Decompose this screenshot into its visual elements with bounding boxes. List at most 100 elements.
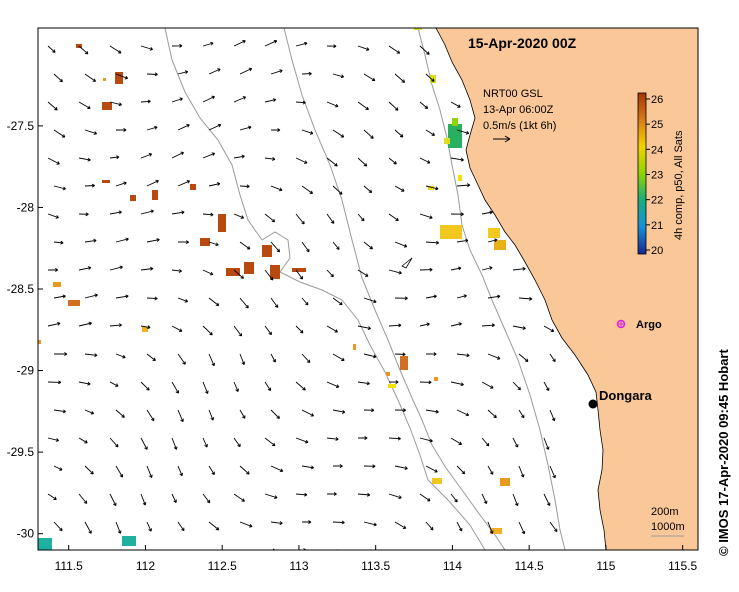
current-arrow [326, 381, 340, 388]
current-arrow [109, 437, 119, 448]
current-arrow [47, 213, 59, 219]
x-tick-label: 114.5 [515, 559, 544, 573]
current-arrow [109, 45, 122, 54]
current-arrow [394, 465, 408, 471]
current-arrow [270, 465, 284, 473]
current-arrow [363, 73, 376, 82]
current-arrow [177, 70, 189, 75]
current-arrow [295, 325, 304, 334]
current-arrow [115, 409, 125, 418]
current-arrow [326, 44, 337, 49]
current-arrow [363, 185, 373, 194]
current-arrow [482, 549, 483, 550]
current-arrow [332, 73, 345, 79]
current-arrow [450, 212, 464, 217]
current-arrow [47, 380, 62, 385]
current-arrow [84, 521, 92, 534]
current-arrow [295, 100, 306, 105]
x-tick-label: 115 [596, 559, 615, 573]
current-arrow [109, 210, 122, 215]
current-arrow [270, 241, 281, 253]
current-arrow [301, 71, 312, 76]
current-arrow [109, 323, 122, 328]
current-arrow [208, 465, 215, 475]
current-arrow [234, 549, 236, 550]
current-arrow [270, 185, 283, 192]
y-tick-label: -27.5 [7, 119, 35, 133]
current-arrow [116, 128, 127, 132]
island-outline [401, 257, 413, 269]
current-arrow [363, 408, 375, 413]
x-tick-label: 111.5 [55, 559, 84, 573]
current-arrow [357, 101, 369, 111]
argo-marker [616, 319, 626, 329]
current-arrow [357, 269, 369, 277]
current-arrow [140, 381, 150, 391]
current-arrow [326, 437, 339, 441]
current-arrow [512, 266, 526, 271]
land-area [435, 28, 698, 550]
current-arrow [549, 409, 556, 422]
depth-legend-1000m: 1000m [651, 521, 685, 533]
current-arrow [481, 437, 490, 447]
current-arrow [358, 549, 360, 550]
current-arrow [301, 297, 309, 306]
depth-legend-200m: 200m [651, 506, 679, 518]
current-arrow [233, 437, 241, 448]
colorbar-tick-label: 25 [651, 119, 663, 131]
current-arrow [270, 353, 276, 363]
current-arrow [301, 353, 311, 364]
current-arrow [301, 409, 314, 417]
current-arrow [270, 69, 283, 75]
current-arrow [326, 101, 339, 108]
current-arrow [53, 521, 63, 532]
current-arrow [53, 465, 63, 471]
current-arrow [419, 437, 433, 443]
current-arrow [419, 157, 431, 164]
current-arrow [233, 39, 246, 47]
current-arrow [78, 321, 92, 327]
current-arrow [388, 213, 399, 222]
current-arrow [109, 265, 123, 271]
current-arrow [140, 325, 151, 330]
current-arrow [233, 325, 243, 337]
current-arrow [518, 353, 529, 362]
current-arrow [171, 325, 183, 332]
current-arrow [456, 129, 470, 135]
legend-scale-arrow [493, 135, 511, 143]
current-arrow [363, 241, 373, 250]
current-arrow [302, 520, 312, 524]
current-arrow [332, 464, 343, 468]
current-arrow [456, 183, 471, 188]
current-arrow [53, 240, 64, 245]
current-arrow [84, 293, 98, 299]
colorbar-tick-label: 21 [651, 220, 663, 232]
current-arrow [84, 409, 95, 415]
current-arrow [394, 521, 407, 529]
current-arrow [53, 73, 63, 83]
current-arrow [146, 125, 158, 131]
x-tick-label: 113 [289, 559, 308, 573]
colorbar-tick-label: 20 [651, 245, 663, 257]
current-arrow [202, 493, 211, 504]
current-arrow [487, 465, 494, 475]
current-arrow [487, 521, 494, 534]
current-arrow [326, 325, 338, 333]
map-title: 15-Apr-2020 00Z [468, 35, 577, 51]
current-arrow [450, 493, 458, 503]
current-arrow [357, 381, 370, 386]
current-arrow [332, 241, 340, 250]
current-arrow [357, 45, 370, 51]
current-arrow [203, 549, 204, 550]
current-arrow [295, 213, 305, 225]
current-arrow [425, 352, 437, 356]
current-arrow [264, 437, 276, 447]
current-arrow [202, 95, 215, 103]
current-arrow [295, 269, 304, 280]
current-arrow [543, 381, 550, 391]
current-arrow [208, 182, 221, 187]
current-arrow [146, 238, 160, 243]
current-arrow [518, 409, 525, 419]
current-arrow [208, 521, 220, 531]
current-arrow [301, 465, 314, 470]
